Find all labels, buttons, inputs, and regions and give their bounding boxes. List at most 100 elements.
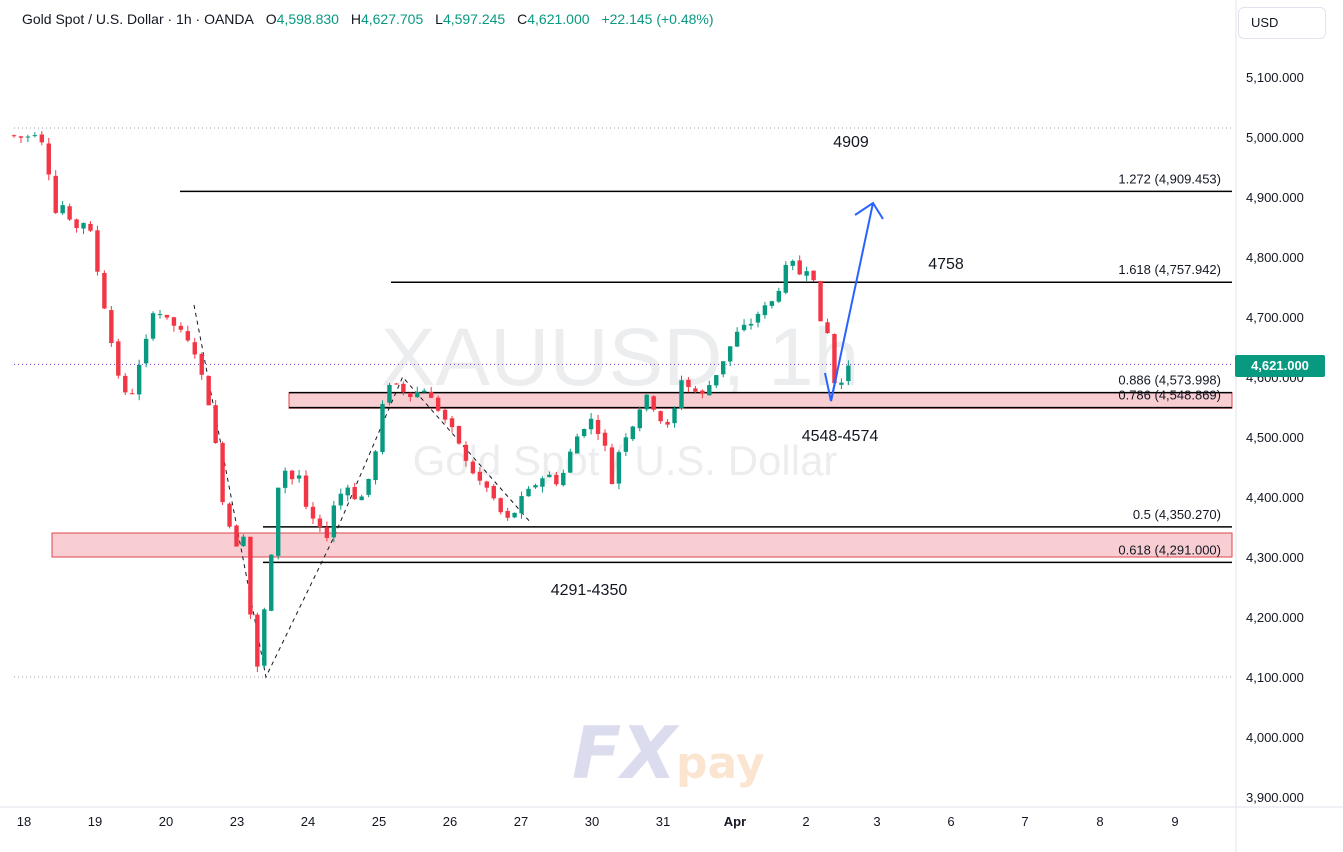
fib-level-label: 0.886 (4,573.998) [1118,373,1221,388]
candle-body [150,313,156,339]
candle-body [39,134,45,143]
candle-body [136,364,142,395]
x-tick-label: 25 [372,814,386,829]
projection-arrow-tail [824,372,838,402]
candle-body [456,426,462,444]
candle-body [227,503,232,527]
candle-body [192,342,197,355]
legend-change: +22.145 (+0.48%) [601,11,714,27]
candle-body [519,496,524,514]
candle-body [74,219,79,229]
candle-body [790,260,795,266]
candle-body [289,470,295,480]
legend-low-label: L [435,11,443,27]
candle-body [11,135,17,137]
x-tick-label: 23 [230,814,244,829]
x-tick-label: 26 [443,814,457,829]
candle-body [32,135,38,137]
candle-body [470,461,476,474]
support-zone[interactable] [51,532,1233,558]
y-tick-label: 4,800.000 [1246,250,1304,265]
candle-body [317,518,323,528]
candle-body [276,487,281,556]
legend-close-label: C [517,11,528,27]
candle-body [839,382,844,385]
candle-body [755,313,761,323]
candle-body [818,280,823,322]
candle-body [609,447,615,485]
candle-body [178,325,184,330]
candle-body [540,478,545,487]
candle-body [171,317,177,326]
candle-body [380,403,385,453]
x-tick-label: 9 [1171,814,1178,829]
candle-body [547,474,552,478]
candle-body [310,506,316,519]
candle-body [762,305,768,316]
candle-body [658,411,663,422]
candle-body [741,324,747,331]
candle-body [616,452,622,484]
candle-body [296,475,302,479]
watermark-logo-fx: FX [572,711,680,795]
candle-body [568,451,573,473]
y-tick-label: 4,500.000 [1246,430,1304,445]
y-tick-label: 5,000.000 [1246,130,1304,145]
candle-body [338,493,343,506]
annotation-zone-upper: 4548-4574 [802,428,879,445]
currency-button[interactable]: USD [1238,7,1326,39]
current-price-badge: 4,621.000 [1235,355,1325,377]
fib-level-label: 0.786 (4,548.869) [1118,388,1221,403]
candle-body [185,331,191,341]
candle-body [130,393,135,395]
candle-body [95,230,100,272]
candle-body [428,392,434,398]
candle-body [581,429,587,437]
candle-body [679,380,684,409]
x-tick-label: 7 [1021,814,1028,829]
candle-body [526,488,531,497]
candle-body [700,390,705,394]
candle-body [422,390,427,393]
candle-body [352,487,357,500]
candle-body [60,205,65,214]
candle-body [331,505,337,538]
y-tick-label: 5,100.000 [1246,70,1304,85]
candle-body [734,331,740,347]
x-tick-label: 20 [159,814,173,829]
candle-body [707,385,712,396]
candle-body [533,485,538,488]
legend-symbol: Gold Spot / U.S. Dollar · 1h · OANDA [22,11,254,27]
y-tick-label: 3,900.000 [1246,790,1304,805]
candle-body [324,527,330,538]
candle-body [394,383,399,385]
candle-body [561,472,566,486]
legend-open-label: O [265,11,277,27]
y-tick-label: 4,200.000 [1246,610,1304,625]
candle-body [449,418,455,428]
candle-body [554,474,559,485]
candle-body [116,341,121,376]
candle-body [644,394,649,410]
candle-body [46,143,51,175]
candle-body [234,525,239,547]
candle-body [672,408,677,424]
candle-body [602,432,608,446]
candle-body [282,470,288,488]
candle-body [776,290,782,302]
candle-body [811,270,816,281]
candle-body [102,272,107,309]
candle-body [748,323,754,326]
y-tick-label: 4,400.000 [1246,490,1304,505]
candle-body [25,136,31,138]
candle-body [303,475,309,507]
legend-high-label: H [350,11,361,27]
candle-body [213,405,218,444]
candle-body [415,392,420,398]
x-tick-label: 2 [802,814,809,829]
candle-body [366,478,371,495]
watermark-ticker: XAUUSD, 1h [381,312,860,403]
candle-body [199,353,204,375]
